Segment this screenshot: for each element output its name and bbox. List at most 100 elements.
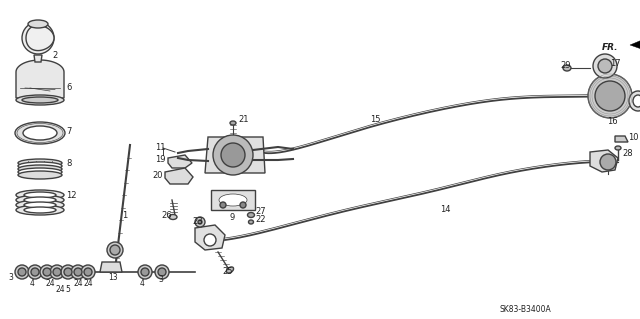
Ellipse shape — [23, 126, 57, 140]
Text: 13: 13 — [108, 273, 118, 283]
Circle shape — [213, 135, 253, 175]
Ellipse shape — [18, 159, 62, 167]
Circle shape — [221, 143, 245, 167]
Polygon shape — [630, 35, 640, 52]
Text: 22: 22 — [255, 216, 266, 225]
Circle shape — [158, 268, 166, 276]
Text: 1: 1 — [122, 211, 127, 219]
Ellipse shape — [22, 97, 58, 103]
Text: 15: 15 — [370, 115, 381, 124]
Text: 10: 10 — [628, 133, 639, 143]
Polygon shape — [592, 84, 615, 106]
Ellipse shape — [629, 91, 640, 111]
Circle shape — [64, 268, 72, 276]
Polygon shape — [100, 262, 122, 272]
Text: FR.: FR. — [602, 43, 618, 53]
Ellipse shape — [16, 205, 64, 215]
Circle shape — [107, 242, 123, 258]
Text: 7: 7 — [66, 127, 72, 136]
Ellipse shape — [16, 200, 64, 210]
Text: 24: 24 — [74, 278, 84, 287]
Circle shape — [28, 265, 42, 279]
Circle shape — [43, 268, 51, 276]
Text: 3: 3 — [158, 276, 163, 285]
Ellipse shape — [18, 162, 62, 170]
Ellipse shape — [28, 20, 48, 28]
Text: 14: 14 — [440, 205, 451, 214]
Polygon shape — [16, 60, 64, 98]
Text: 9: 9 — [229, 212, 234, 221]
Text: 21: 21 — [238, 115, 248, 124]
Text: 24: 24 — [84, 278, 93, 287]
Ellipse shape — [169, 214, 177, 219]
Polygon shape — [590, 150, 618, 172]
Polygon shape — [26, 26, 54, 51]
Polygon shape — [168, 155, 192, 168]
Circle shape — [593, 54, 617, 78]
Text: 2: 2 — [52, 50, 57, 60]
Polygon shape — [211, 190, 255, 210]
Text: 24: 24 — [55, 286, 65, 294]
Text: 12: 12 — [66, 190, 77, 199]
Circle shape — [220, 202, 226, 208]
Circle shape — [84, 268, 92, 276]
Polygon shape — [195, 225, 225, 250]
Circle shape — [141, 268, 149, 276]
Text: 28: 28 — [622, 150, 632, 159]
Text: 17: 17 — [610, 60, 621, 69]
Circle shape — [53, 268, 61, 276]
Circle shape — [71, 265, 85, 279]
Ellipse shape — [248, 212, 255, 218]
Polygon shape — [34, 55, 42, 62]
Circle shape — [600, 154, 616, 170]
Ellipse shape — [18, 171, 62, 179]
Circle shape — [598, 59, 612, 73]
Polygon shape — [615, 136, 628, 142]
Circle shape — [81, 265, 95, 279]
Circle shape — [18, 268, 26, 276]
Text: 29: 29 — [560, 62, 570, 70]
Circle shape — [22, 22, 54, 54]
Circle shape — [40, 265, 54, 279]
Ellipse shape — [615, 146, 621, 150]
Text: 20: 20 — [152, 170, 163, 180]
Text: 19: 19 — [155, 155, 166, 165]
Circle shape — [50, 265, 64, 279]
Ellipse shape — [16, 190, 64, 200]
Text: 11: 11 — [155, 144, 166, 152]
Circle shape — [595, 81, 625, 111]
Text: 26: 26 — [161, 211, 172, 219]
Ellipse shape — [15, 122, 65, 144]
Ellipse shape — [24, 197, 56, 203]
Polygon shape — [165, 168, 193, 184]
Ellipse shape — [16, 95, 64, 105]
Text: 25: 25 — [222, 268, 232, 277]
Ellipse shape — [24, 202, 56, 208]
Polygon shape — [205, 137, 265, 173]
Text: 27: 27 — [255, 207, 266, 217]
Ellipse shape — [230, 121, 236, 125]
Circle shape — [588, 74, 632, 118]
Text: SK83-B3400A: SK83-B3400A — [500, 306, 552, 315]
Circle shape — [198, 220, 202, 224]
Text: 5: 5 — [65, 286, 70, 294]
Circle shape — [31, 268, 39, 276]
Text: 6: 6 — [66, 84, 72, 93]
Ellipse shape — [18, 168, 62, 176]
Circle shape — [61, 265, 75, 279]
Circle shape — [195, 217, 205, 227]
Text: 16: 16 — [607, 117, 618, 127]
Text: 3: 3 — [8, 272, 13, 281]
Text: 23: 23 — [192, 218, 203, 226]
Ellipse shape — [227, 267, 234, 273]
Text: 4: 4 — [140, 278, 145, 287]
Ellipse shape — [633, 95, 640, 107]
Text: 24: 24 — [45, 278, 54, 287]
Ellipse shape — [24, 192, 56, 198]
Ellipse shape — [18, 165, 62, 173]
Circle shape — [110, 245, 120, 255]
Text: 8: 8 — [66, 159, 72, 167]
Ellipse shape — [219, 194, 247, 206]
Circle shape — [74, 268, 82, 276]
Text: 4: 4 — [30, 278, 35, 287]
